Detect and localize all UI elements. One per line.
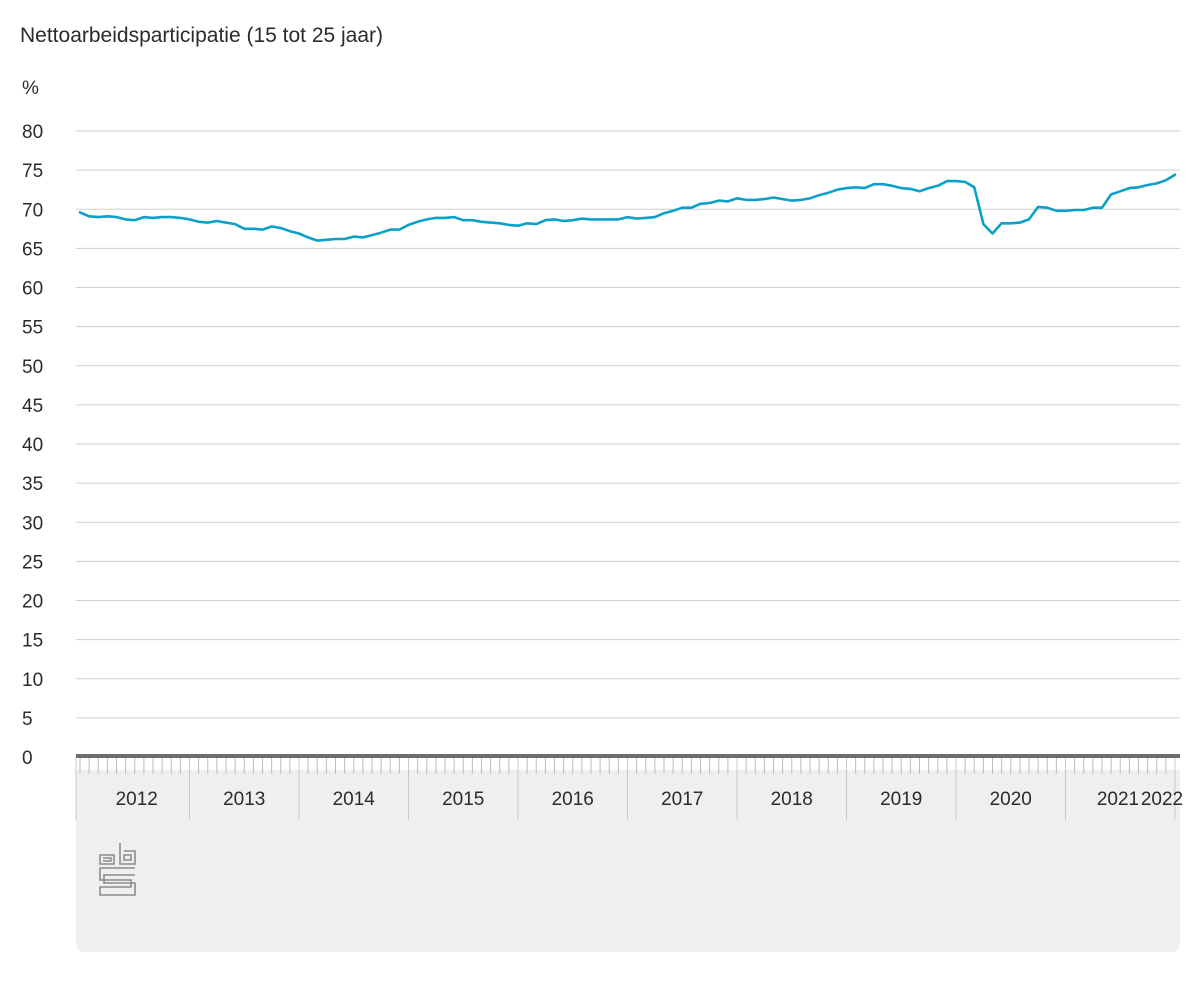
y-tick-label: 35 <box>22 474 43 495</box>
series-line <box>78 173 1177 242</box>
y-tick-label: 70 <box>22 200 43 221</box>
x-axis-line <box>76 754 1180 758</box>
x-tick-label: 2020 <box>990 789 1032 810</box>
y-axis-ticks: 0 5 10 15 20 25 30 35 40 45 50 55 60 65 70 75 80 <box>22 122 43 769</box>
x-tick-label: 2017 <box>661 789 703 810</box>
y-tick-label: 60 <box>22 279 43 300</box>
x-tick-label: 2012 <box>116 789 158 810</box>
y-tick-label: 5 <box>22 709 33 730</box>
gridlines <box>76 130 1180 719</box>
y-tick-label: 40 <box>22 435 43 456</box>
y-tick-label: 20 <box>22 592 43 613</box>
cbs-logo <box>99 843 136 896</box>
y-tick-label: 65 <box>22 239 43 260</box>
x-tick-label: 2014 <box>333 789 376 810</box>
x-tick-label: 2018 <box>771 789 813 810</box>
x-tick-label: 2021 <box>1097 789 1139 810</box>
y-tick-label: 55 <box>22 318 43 339</box>
y-tick-label: 15 <box>22 631 43 652</box>
y-tick-label: 0 <box>22 748 33 769</box>
x-tick-label: 2019 <box>880 789 922 810</box>
y-tick-label: 25 <box>22 552 43 573</box>
x-tick-label: 2016 <box>552 789 594 810</box>
y-tick-label: 10 <box>22 670 43 691</box>
chart-title: Nettoarbeidsparticipatie (15 tot 25 jaar… <box>20 24 384 47</box>
x-tick-label: 2015 <box>442 789 484 810</box>
y-tick-label: 45 <box>22 396 43 417</box>
y-tick-label: 50 <box>22 357 43 378</box>
x-axis: 2012 2013 2014 2015 2016 2017 2018 2019 2020 2021… <box>75 754 1183 820</box>
x-tick-label: 2013 <box>223 789 265 810</box>
y-tick-label: 30 <box>22 513 43 534</box>
y-tick-label: 80 <box>22 122 43 143</box>
y-tick-label: 75 <box>22 161 43 182</box>
x-tick-label: 2022 <box>1141 789 1183 810</box>
series-layer <box>78 173 1177 242</box>
y-axis-unit-label: % <box>22 78 39 99</box>
